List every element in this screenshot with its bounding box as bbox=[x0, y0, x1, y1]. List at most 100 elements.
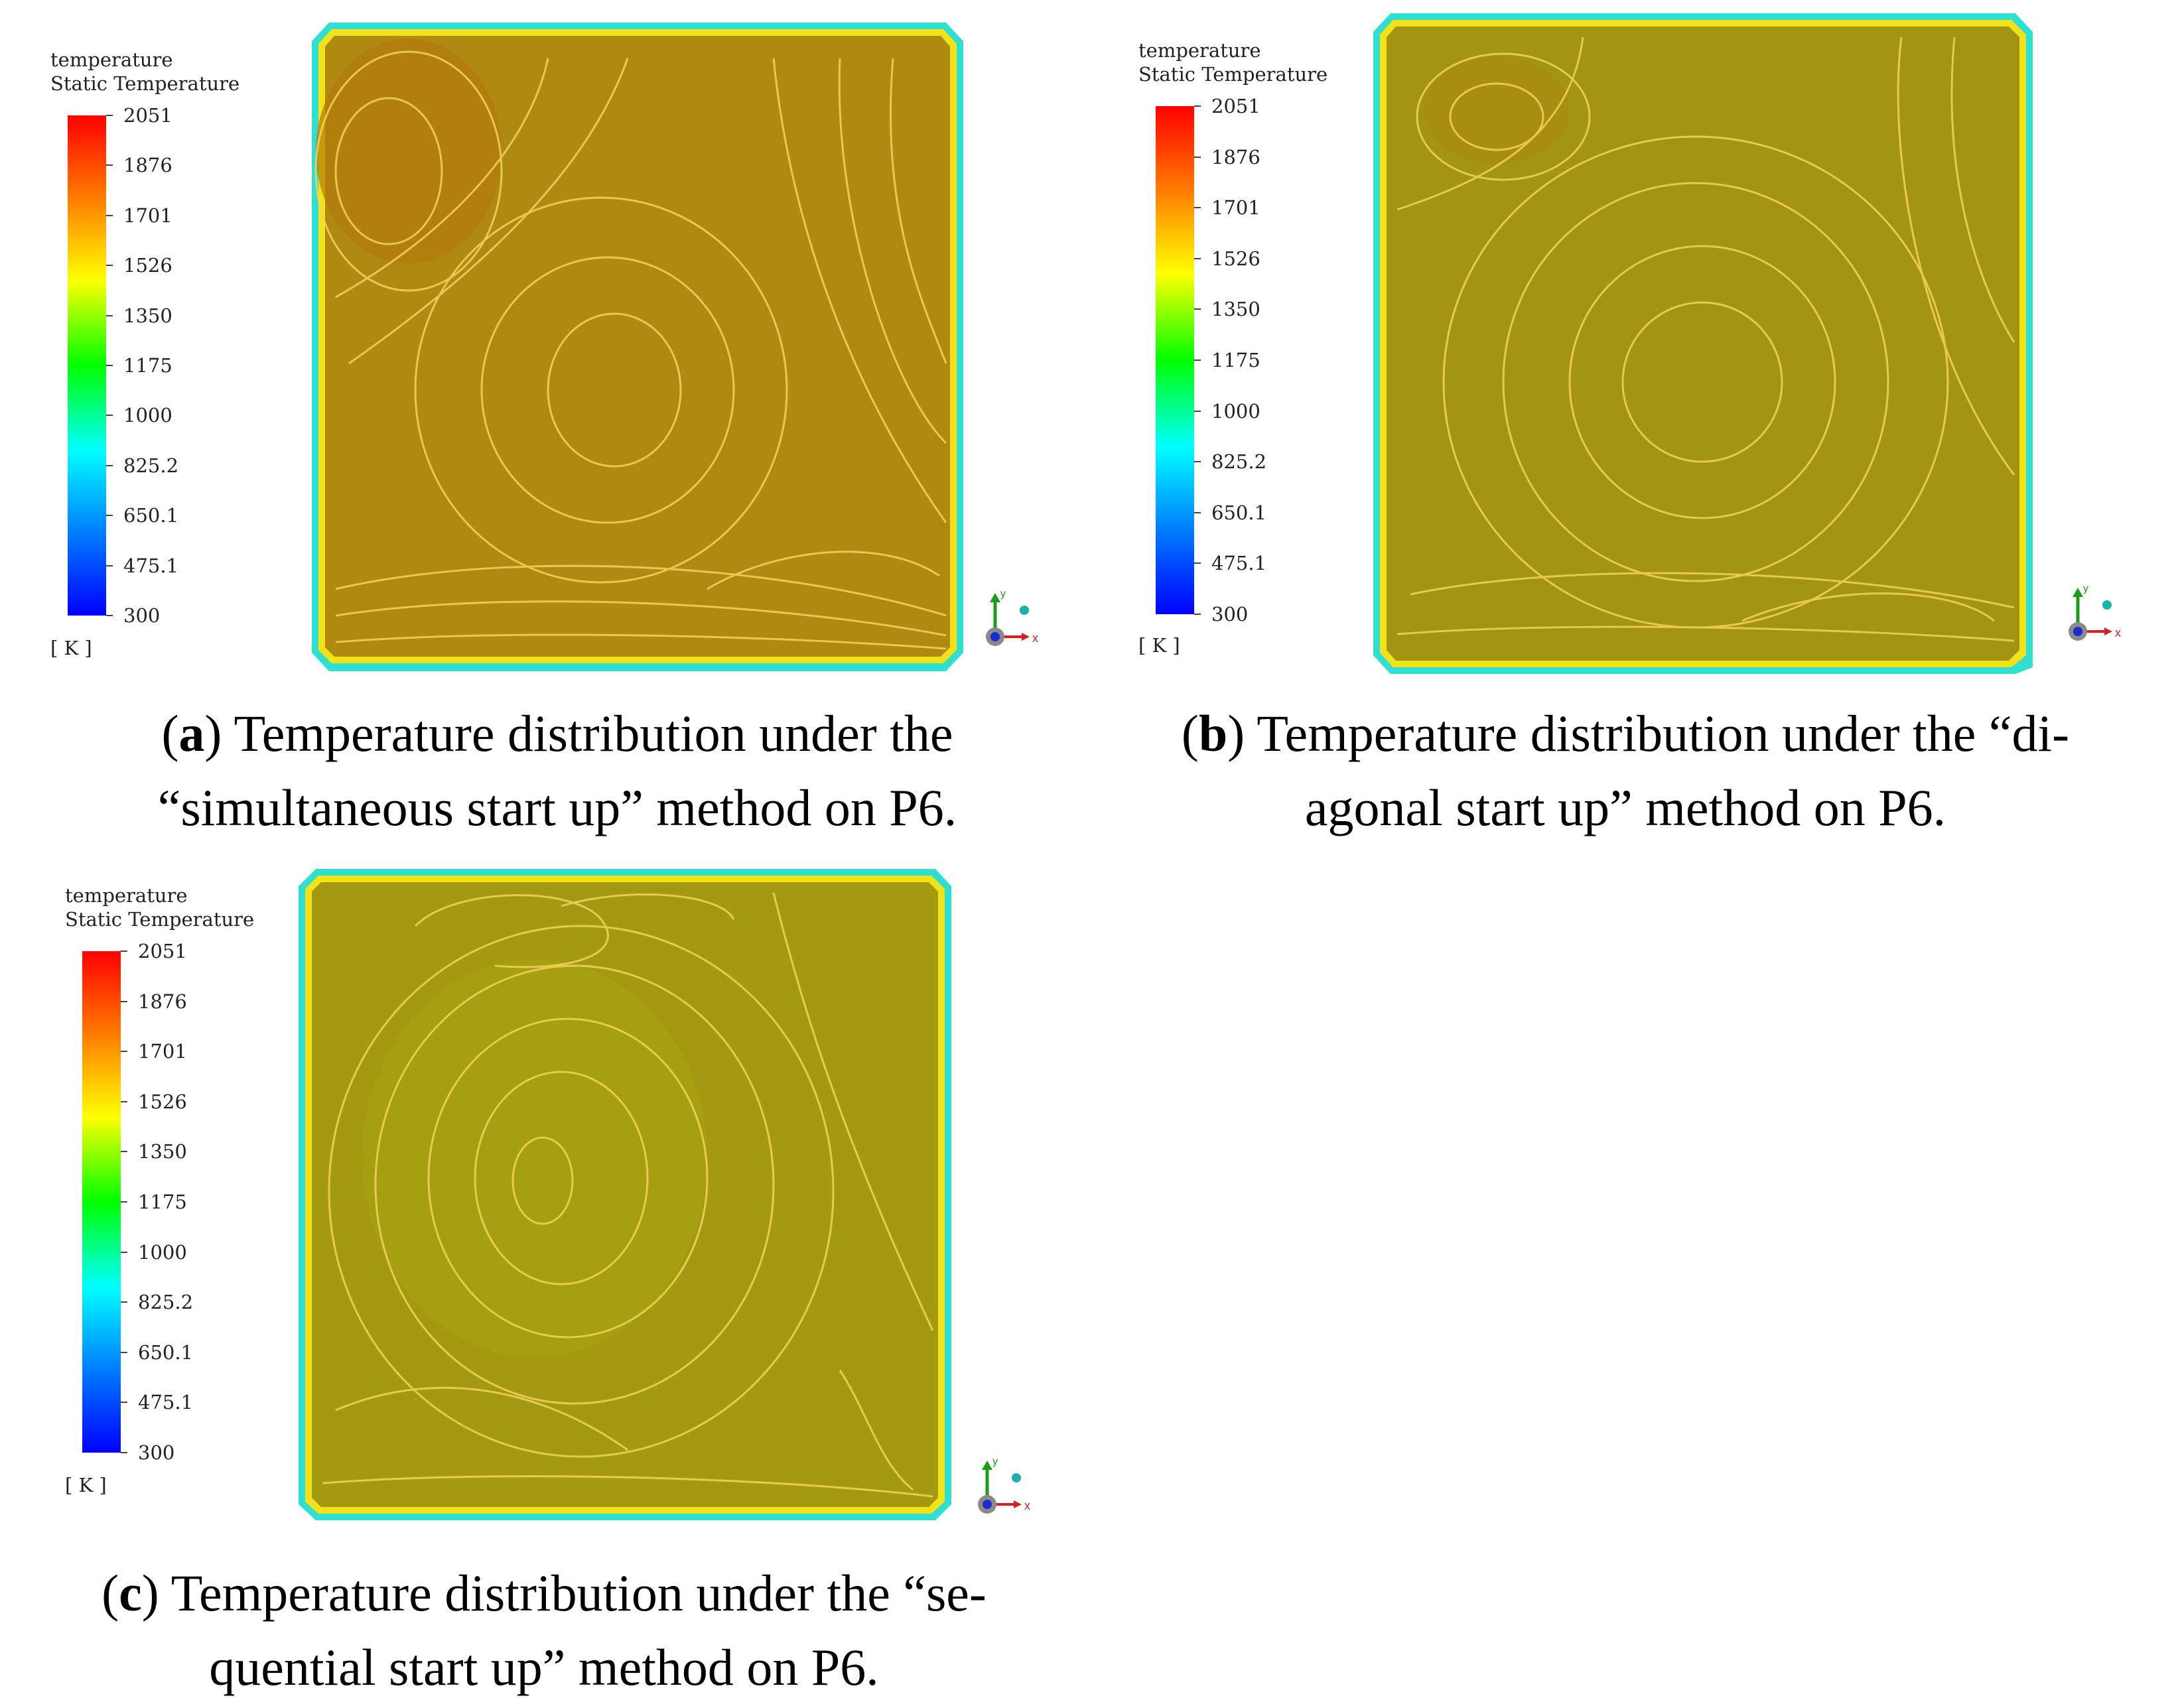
contour-line bbox=[1502, 182, 1889, 582]
colorbar-tick-label: 475.1 bbox=[138, 1391, 194, 1414]
contour-line bbox=[414, 894, 609, 968]
origin-dot bbox=[983, 1500, 992, 1509]
legend-unit: [ K ] bbox=[1138, 634, 1180, 657]
legend-unit: [ K ] bbox=[50, 637, 92, 659]
contour-line bbox=[474, 1071, 649, 1285]
axis-triad: x y bbox=[978, 1458, 1030, 1514]
colorbar-tick bbox=[1194, 614, 1201, 615]
colorbar-tick-label: 1175 bbox=[123, 354, 172, 377]
contour-line bbox=[1897, 36, 2015, 476]
temperature-contour-plot bbox=[299, 869, 951, 1520]
legend-title-variable: Static Temperature bbox=[1138, 63, 1328, 86]
legend-title-variable: Static Temperature bbox=[65, 908, 255, 931]
contour-line bbox=[414, 196, 788, 584]
caption-letter: b bbox=[1198, 704, 1228, 762]
colorbar-tick bbox=[106, 115, 113, 116]
contour-line bbox=[772, 58, 947, 523]
colorbar-tick-label: 650.1 bbox=[1211, 501, 1267, 524]
colorbar-tick bbox=[121, 1100, 127, 1102]
y-arrowhead bbox=[2073, 588, 2083, 597]
colorbar-tick bbox=[1194, 410, 1201, 412]
colorbar-tick bbox=[121, 1301, 127, 1303]
colorbar-tick bbox=[121, 1402, 127, 1404]
colorbar-tick bbox=[106, 615, 113, 616]
colorbar-tick-label: 825.2 bbox=[123, 454, 179, 477]
colorbar-tick bbox=[121, 1201, 127, 1203]
temperature-contour-plot bbox=[312, 23, 963, 671]
hot-zone bbox=[316, 38, 502, 264]
colorbar-tick-label: 1526 bbox=[138, 1090, 187, 1113]
caption-b: (b) Temperature distribution under the “… bbox=[1181, 704, 2070, 836]
contour-line bbox=[511, 1136, 574, 1225]
legend-unit: [ K ] bbox=[65, 1474, 107, 1496]
colorbar-tick-label: 2051 bbox=[123, 104, 172, 127]
colorbar-tick-label: 1000 bbox=[123, 404, 172, 427]
colorbar-tick-label: 1350 bbox=[1211, 298, 1260, 321]
contour-line bbox=[1416, 52, 1591, 181]
colorbar-tick-label: 1701 bbox=[1211, 196, 1260, 220]
contour-line bbox=[1621, 301, 1783, 463]
colorbar-tick bbox=[1194, 257, 1201, 259]
contour-line bbox=[427, 1018, 709, 1339]
contour-line bbox=[334, 97, 443, 245]
contour-line bbox=[335, 564, 947, 617]
colorbar-tick-label: 475.1 bbox=[123, 554, 179, 577]
colorbar bbox=[68, 115, 106, 616]
colorbar-tick bbox=[1194, 105, 1201, 107]
contour-line bbox=[335, 600, 947, 637]
contour-line bbox=[348, 58, 629, 365]
contour-line bbox=[374, 964, 775, 1405]
contour-line bbox=[1396, 625, 2015, 642]
caption-a: (a) Temperature distribution under the “… bbox=[157, 704, 957, 836]
contour-line bbox=[314, 50, 503, 292]
contour-line bbox=[890, 58, 947, 364]
caption-text-line2: agonal start up” method on P6. bbox=[1304, 779, 1946, 836]
colorbar-tick-label: 1000 bbox=[138, 1240, 187, 1264]
contour-line bbox=[772, 892, 934, 1331]
x-arrowhead bbox=[1022, 633, 1030, 641]
warm-zone bbox=[1424, 57, 1570, 163]
contour-line bbox=[335, 1386, 628, 1451]
colorbar-tick-label: 475.1 bbox=[1211, 552, 1267, 575]
colorbar-tick bbox=[1194, 562, 1201, 564]
colorbar-tick bbox=[106, 515, 113, 517]
colorbar-tick bbox=[121, 1051, 127, 1053]
caption-letter: a bbox=[178, 704, 205, 762]
contour-line bbox=[335, 58, 549, 298]
x-arrowhead bbox=[1014, 1500, 1022, 1508]
contour-line bbox=[561, 893, 735, 920]
contour-line bbox=[839, 1370, 914, 1491]
contour-line bbox=[1410, 572, 2015, 609]
axis-triad: x y bbox=[2069, 585, 2121, 641]
colorbar-tick bbox=[1194, 308, 1201, 310]
colorbar-tick bbox=[121, 1351, 127, 1353]
x-axis-label: x bbox=[1024, 1499, 1030, 1512]
colorbar-tick bbox=[1194, 461, 1201, 463]
y-axis-label: y bbox=[1000, 590, 1006, 600]
colorbar bbox=[1156, 106, 1194, 614]
contour-line bbox=[838, 58, 947, 444]
colorbar-tick bbox=[121, 1251, 127, 1253]
contour-line bbox=[1449, 82, 1544, 151]
colorbar bbox=[82, 951, 121, 1453]
colorbar-tick-label: 1000 bbox=[1211, 399, 1260, 423]
colorbar-tick-label: 300 bbox=[138, 1441, 175, 1464]
colorbar-tick-label: 1526 bbox=[1211, 247, 1260, 270]
colorbar-tick-label: 2051 bbox=[138, 940, 187, 962]
y-arrowhead bbox=[982, 1461, 992, 1470]
colorbar-tick bbox=[106, 564, 113, 566]
temperature-contour-plot bbox=[1373, 13, 2033, 674]
caption-text-line1: Temperature distribution under the “se- bbox=[170, 1564, 986, 1622]
colorbar-tick bbox=[121, 1000, 127, 1002]
colorbar-tick bbox=[1194, 511, 1201, 513]
z-axis-dot bbox=[2102, 600, 2112, 610]
colorbar-tick bbox=[121, 951, 127, 952]
contour-line bbox=[322, 1475, 933, 1498]
contour-line bbox=[1396, 36, 1584, 211]
caption-text-line1: Temperature distribution under the “di- bbox=[1257, 704, 2070, 762]
colorbar-tick-label: 300 bbox=[1211, 603, 1249, 625]
cool-zone bbox=[362, 959, 707, 1357]
colorbar-tick-label: 1526 bbox=[123, 254, 172, 277]
colorbar-tick-label: 1876 bbox=[1211, 145, 1260, 168]
caption-text-line2: “simultaneous start up” method on P6. bbox=[157, 779, 957, 836]
